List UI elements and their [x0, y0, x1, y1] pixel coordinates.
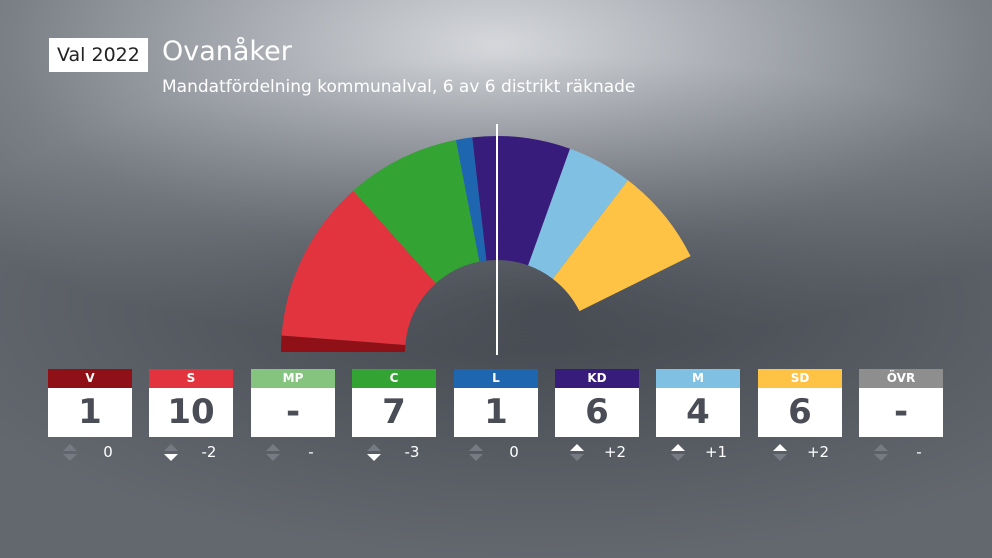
party-seats: 1	[48, 388, 132, 437]
party-label: C	[352, 369, 436, 388]
trend-up-icon	[570, 444, 584, 461]
seat-change-value: -	[308, 443, 314, 461]
party-seats: 4	[656, 388, 740, 437]
party-box-mp: MP -	[251, 369, 335, 437]
trend-neutral-icon	[266, 444, 280, 461]
seat-segment-s	[281, 190, 436, 345]
seat-segment-c	[353, 139, 480, 284]
party-label: KD	[555, 369, 639, 388]
seat-change-value: +2	[603, 443, 627, 461]
party-label: ÖVR	[859, 369, 943, 388]
party-label: S	[149, 369, 233, 388]
party-label: MP	[251, 369, 335, 388]
party-box-övr: ÖVR -	[859, 369, 943, 437]
seat-change-value: +1	[704, 443, 728, 461]
seat-change-s: -2	[149, 442, 233, 462]
trend-down-icon	[164, 444, 178, 461]
seat-change-c: -3	[352, 442, 436, 462]
party-box-s: S 10	[149, 369, 233, 437]
seat-change-mp: -	[251, 442, 335, 462]
party-seats: 6	[758, 388, 842, 437]
seat-change-v: 0	[48, 442, 132, 462]
party-label: SD	[758, 369, 842, 388]
trend-neutral-icon	[63, 444, 77, 461]
party-seats: 10	[149, 388, 233, 437]
party-seats: -	[251, 388, 335, 437]
seat-change-sd: +2	[758, 442, 842, 462]
party-seats: -	[859, 388, 943, 437]
seat-change-m: +1	[656, 442, 740, 462]
trend-neutral-icon	[874, 444, 888, 461]
party-label: L	[454, 369, 538, 388]
party-label: M	[656, 369, 740, 388]
party-box-kd: KD 6	[555, 369, 639, 437]
seat-change-value: 0	[103, 443, 113, 461]
party-box-sd: SD 6	[758, 369, 842, 437]
seat-segment-sd	[552, 180, 691, 312]
election-year-badge: Val 2022	[49, 38, 148, 72]
trend-up-icon	[671, 444, 685, 461]
seat-change-value: -2	[201, 443, 217, 461]
party-seats: 7	[352, 388, 436, 437]
seat-change-value: +2	[806, 443, 830, 461]
seat-change-l: 0	[454, 442, 538, 462]
trend-up-icon	[773, 444, 787, 461]
seat-change-övr: -	[859, 442, 943, 462]
trend-down-icon	[367, 444, 381, 461]
party-seats: 6	[555, 388, 639, 437]
seat-change-value: -	[916, 443, 922, 461]
seat-segment-l	[455, 137, 487, 262]
seat-change-value: -3	[404, 443, 420, 461]
party-seats: 1	[454, 388, 538, 437]
seat-segment-m	[528, 148, 628, 279]
party-label: V	[48, 369, 132, 388]
trend-neutral-icon	[469, 444, 483, 461]
page-subtitle: Mandatfördelning kommunalval, 6 av 6 dis…	[162, 77, 636, 97]
seat-change-value: 0	[509, 443, 519, 461]
page-title: Ovanåker	[162, 36, 292, 67]
seat-segment-v	[281, 335, 406, 352]
seat-change-kd: +2	[555, 442, 639, 462]
